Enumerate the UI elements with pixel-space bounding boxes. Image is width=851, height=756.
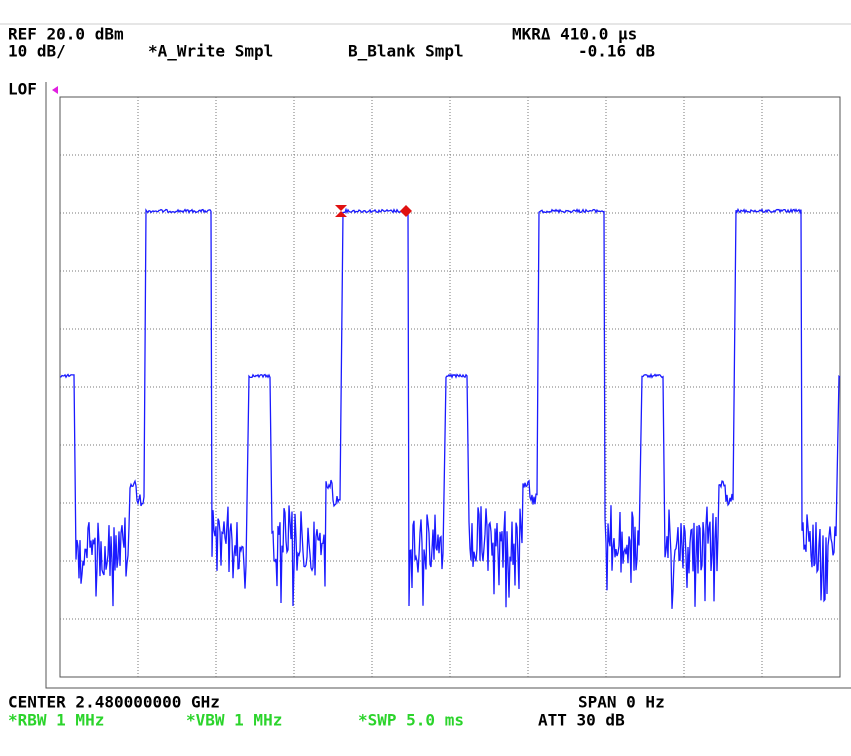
marker-level: -0.16 dB [578,42,655,61]
ref-level: REF 20.0 dBm [8,25,124,44]
reference-marker [335,205,347,217]
delta-marker [400,205,412,217]
attenuation: ATT 30 dB [538,711,625,730]
span: SPAN 0 Hz [578,693,665,712]
center-frequency: CENTER 2.480000000 GHz [8,693,220,712]
vbw: *VBW 1 MHz [186,711,282,730]
graticule [60,97,840,677]
sweep: *SWP 5.0 ms [358,711,464,730]
frame [45,82,851,689]
trace-b: B_Blank Smpl [348,42,464,61]
marker-delta: MKRΔ 410.0 µs [512,25,637,44]
trace-a: *A_Write Smpl [148,42,273,61]
scale: 10 dB/ [8,42,66,61]
trace [59,207,841,609]
status: LOF [8,80,37,99]
rbw: *RBW 1 MHz [8,711,104,730]
ref-indicator [52,86,58,94]
